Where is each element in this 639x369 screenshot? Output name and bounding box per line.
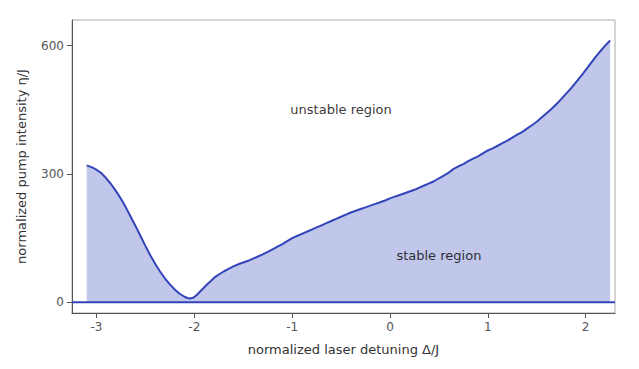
- svg-text:300: 300: [41, 167, 64, 181]
- svg-text:-1: -1: [286, 320, 298, 334]
- svg-text:unstable region: unstable region: [290, 102, 391, 117]
- svg-text:0: 0: [56, 295, 64, 309]
- svg-text:-3: -3: [90, 320, 102, 334]
- svg-text:stable region: stable region: [396, 248, 481, 263]
- svg-text:1: 1: [484, 320, 492, 334]
- svg-text:2: 2: [582, 320, 590, 334]
- svg-text:normalized pump intensity η/J: normalized pump intensity η/J: [14, 69, 29, 264]
- svg-text:0: 0: [386, 320, 394, 334]
- svg-text:normalized laser detuning Δ/J: normalized laser detuning Δ/J: [248, 342, 439, 357]
- svg-text:-2: -2: [188, 320, 200, 334]
- svg-text:600: 600: [41, 39, 64, 53]
